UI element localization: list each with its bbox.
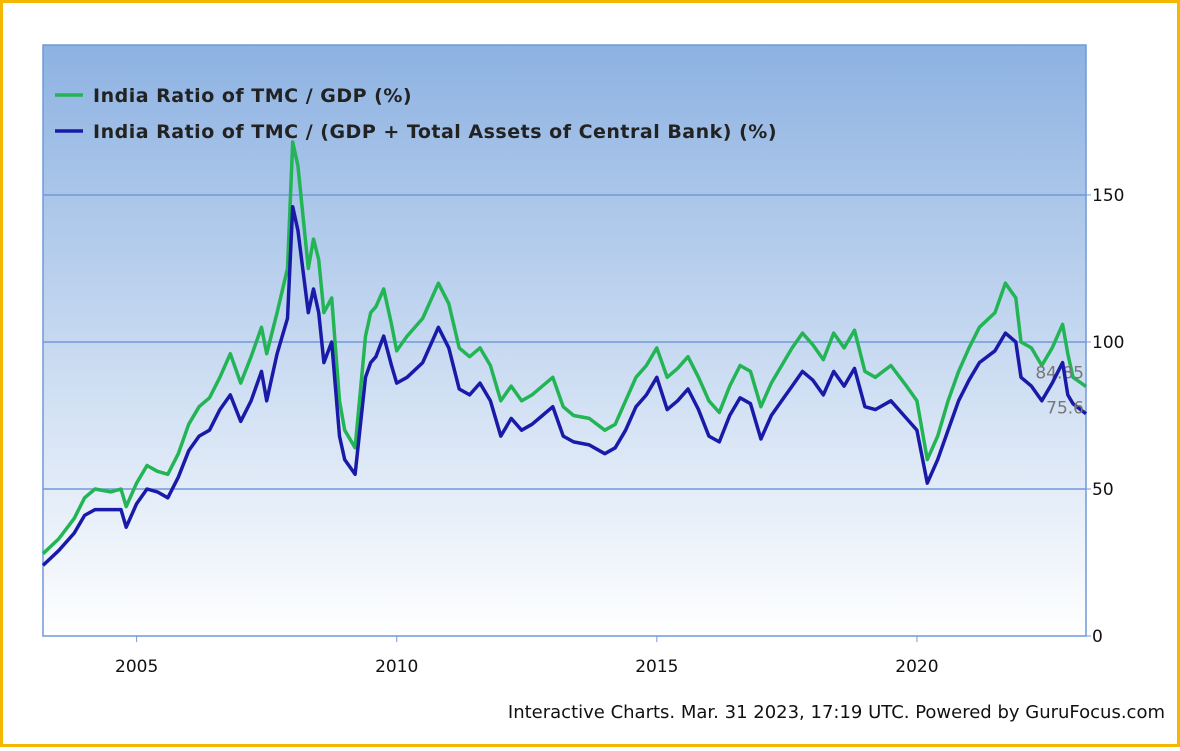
y-tick-label: 150 <box>1092 186 1124 206</box>
end-label: 75.6 <box>1046 399 1084 419</box>
x-tick-label: 2020 <box>895 657 938 677</box>
legend-label: India Ratio of TMC / GDP (%) <box>93 85 412 107</box>
x-tick-label: 2005 <box>115 657 158 677</box>
x-tick-label: 2010 <box>375 657 418 677</box>
plot-area <box>42 44 1087 637</box>
y-tick-label: 50 <box>1092 480 1114 500</box>
x-tick-label: 2015 <box>635 657 678 677</box>
series-line <box>41 140 1088 555</box>
legend-label: India Ratio of TMC / (GDP + Total Assets… <box>93 121 777 143</box>
end-label: 84.85 <box>1035 364 1084 384</box>
series-line <box>41 204 1088 567</box>
footer: Interactive Charts. Mar. 31 2023, 17:19 … <box>508 702 1165 723</box>
y-tick-label: 100 <box>1092 333 1124 353</box>
y-tick-label: 0 <box>1092 627 1103 647</box>
